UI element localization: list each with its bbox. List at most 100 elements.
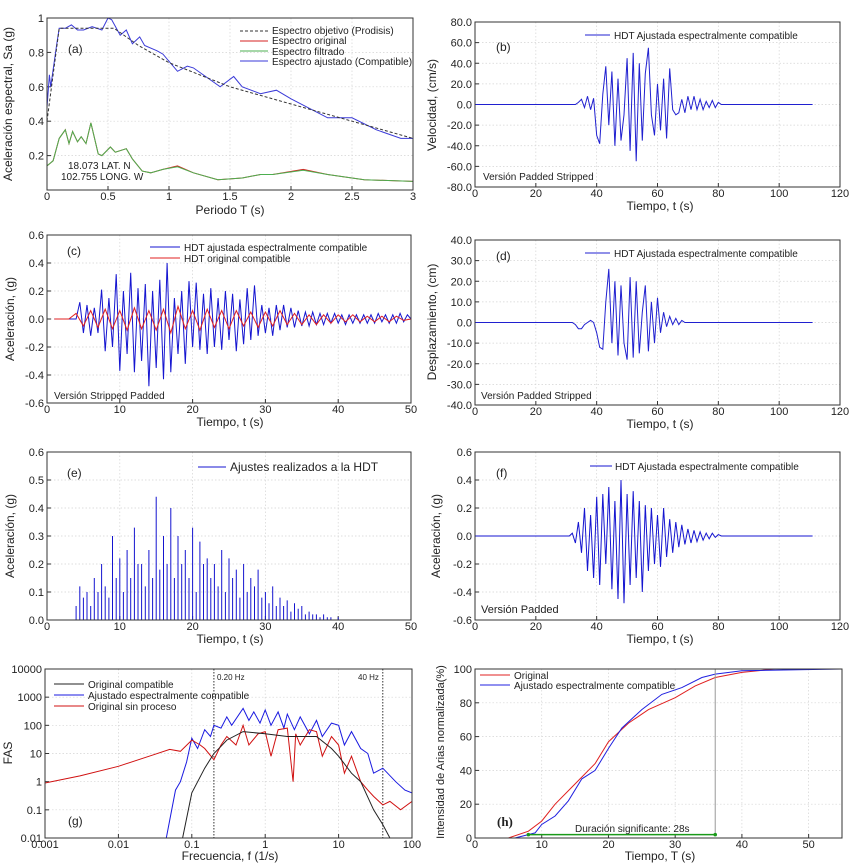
x-axis-label: Tiempo, T (s) (625, 849, 695, 863)
series-line (54, 496, 411, 620)
series-line (475, 268, 813, 360)
x-tick-label: 30 (669, 839, 681, 851)
x-tick-label: 2.5 (344, 191, 359, 203)
y-tick-label: 0.2 (29, 151, 44, 163)
x-tick-label: 120 (831, 406, 849, 418)
y-tick-label: -20.0 (447, 359, 472, 371)
y-tick-label: 20 (460, 799, 472, 811)
x-tick-label: 80 (712, 188, 724, 200)
y-tick-label: 0.01 (21, 833, 42, 845)
plot-frame (46, 17, 414, 191)
y-tick-label: 40.0 (451, 58, 472, 70)
y-tick-label: 0.0 (29, 314, 44, 326)
version-annotation: Versión Padded Stripped (481, 391, 592, 402)
x-tick-label: 1 (166, 191, 172, 203)
y-tick-label: 10 (30, 749, 42, 761)
x-tick-label: 50 (405, 404, 417, 416)
y-tick-label: 0.6 (457, 447, 472, 459)
y-axis-label: Aceleración espectral, Sa (g) (1, 27, 15, 181)
version-annotation: Versión Stripped Padded (54, 391, 165, 402)
x-tick-label: 30 (259, 404, 271, 416)
panel-label: (f) (496, 466, 507, 480)
y-tick-label: 0.8 (29, 47, 44, 59)
legend-entry: Espectro original (272, 36, 346, 47)
x-tick-label: 40 (591, 621, 603, 633)
y-tick-label: -40.0 (447, 400, 472, 412)
y-tick-label: 30.0 (451, 256, 472, 268)
plot-frame (474, 21, 841, 188)
x-tick-label: 1.5 (222, 191, 237, 203)
x-tick-label: 80 (712, 621, 724, 633)
legend-entry: HDT ajustada espectralmente compatible (184, 243, 368, 254)
x-tick-label: 0 (44, 621, 50, 633)
x-tick-label: 120 (831, 621, 849, 633)
y-tick-label: -30.0 (447, 379, 472, 391)
legend-entry: Original (514, 671, 548, 682)
x-tick-label: 0.1 (184, 839, 199, 851)
latitude-annotation: 18.073 LAT. N (68, 161, 131, 172)
x-tick-label: 0.01 (108, 839, 129, 851)
y-tick-label: -0.4 (25, 370, 44, 382)
x-axis-label: Tiempo, t (s) (197, 632, 264, 646)
y-tick-label: -60.0 (447, 161, 472, 173)
version-annotation: Versión Padded Stripped (483, 172, 594, 183)
x-tick-label: 100 (770, 621, 788, 633)
legend-entry: Ajustado espectralmente compatible (88, 691, 250, 702)
y-tick-label: 0.6 (29, 447, 44, 459)
y-tick-label: 0.0 (457, 531, 472, 543)
panel-label: (h) (497, 814, 513, 829)
legend-entry: Espectro objetivo (Prodisis) (272, 26, 394, 37)
legend-entry: HDT Ajustada espectralmente compatible (615, 462, 799, 473)
y-tick-label: 0 (466, 833, 472, 845)
x-tick-label: 20 (186, 404, 198, 416)
panel-label: (c) (67, 244, 81, 258)
legend-entry: Ajustado espectralmente compatible (514, 681, 676, 692)
y-tick-label: -10.0 (447, 338, 472, 350)
x-axis-label: Tiempo, t (s) (627, 199, 694, 213)
x-tick-label: 120 (831, 188, 849, 200)
x-axis-label: Tiempo, t (s) (197, 415, 264, 429)
y-axis-label: Desplazamiento, (cm) (425, 264, 439, 381)
y-tick-label: 60 (460, 732, 472, 744)
y-tick-label: -20.0 (447, 120, 472, 132)
x-tick-label: 20 (602, 839, 614, 851)
x-tick-label: 40 (736, 839, 748, 851)
x-tick-label: 100 (403, 839, 421, 851)
x-tick-label: 50 (803, 839, 815, 851)
x-tick-label: 2 (288, 191, 294, 203)
panel-label: (e) (67, 466, 82, 480)
y-tick-label: -80.0 (447, 182, 472, 194)
y-tick-label: -0.4 (453, 587, 472, 599)
x-tick-label: 0 (44, 191, 50, 203)
y-axis-label: Aceleración, (g) (3, 277, 17, 361)
y-tick-label: 40 (460, 765, 472, 777)
series-line (47, 122, 413, 182)
y-tick-label: 100 (24, 720, 42, 732)
plot-frame (474, 668, 843, 839)
y-tick-label: 0.4 (29, 116, 44, 128)
series-line (475, 47, 813, 162)
x-tick-label: 0.001 (31, 839, 59, 851)
plot-frame (474, 239, 841, 406)
panel-label: (b) (496, 40, 511, 54)
y-tick-label: 40.0 (451, 235, 472, 247)
legend-entry: Espectro ajustado (Compatible) (272, 57, 412, 68)
plot-frame (46, 451, 412, 621)
y-tick-label: 0.4 (29, 258, 44, 270)
y-tick-label: 80 (460, 698, 472, 710)
y-tick-label: 0.4 (457, 475, 472, 487)
x-tick-label: 10 (114, 621, 126, 633)
x-axis-label: Periodo T (s) (196, 203, 265, 217)
x-tick-label: 60 (651, 188, 663, 200)
series-line (47, 27, 413, 139)
x-tick-label: 0 (472, 406, 478, 418)
y-tick-label: -0.2 (453, 559, 472, 571)
y-tick-label: 80.0 (451, 17, 472, 29)
x-tick-label: 80 (712, 406, 724, 418)
